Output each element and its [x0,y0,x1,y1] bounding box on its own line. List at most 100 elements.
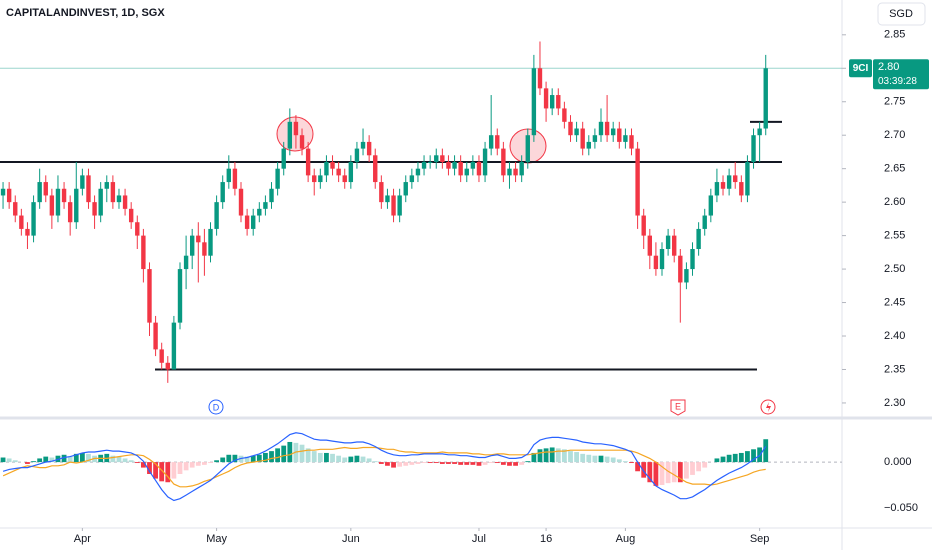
macd-histogram-bar [537,449,543,463]
candle-body [348,161,354,183]
candle-body [659,249,665,270]
dividend-icon[interactable] [208,399,224,415]
candle-body [55,188,61,216]
candle-body [122,195,128,209]
candle-body [464,168,469,176]
candle-body [6,188,12,203]
dividend-letter: D [213,402,220,412]
candle-body [104,182,109,189]
candle-body [476,161,482,176]
macd-histogram-bar [324,452,329,463]
macd-histogram-bar [543,448,549,463]
macd-histogram-bar [616,459,622,463]
candle-body [415,168,421,176]
candle-body [458,161,463,176]
candle-body [354,148,360,162]
x-tick-label: Apr [74,533,91,545]
candle-body [446,161,451,169]
candle-body [110,182,116,203]
candle-body [232,168,238,189]
macd-histogram-bar [317,452,323,463]
candle-body [617,128,622,142]
candle-body [80,175,85,189]
macd-histogram-bar [189,462,195,468]
candle-body [177,269,183,323]
y-tick-label: 2.85 [884,29,905,41]
candle-body [495,135,500,149]
candle-body [379,182,384,203]
candle-body [568,121,573,136]
earnings-icon[interactable] [670,399,686,416]
macd-histogram-bar [299,444,305,463]
candle-body [574,128,579,136]
macd-histogram-bar [336,455,342,463]
macd-histogram-bar [653,462,659,486]
macd-histogram-bar [391,462,396,468]
macd-histogram-bar [421,462,427,464]
candle-body [629,135,634,149]
macd-histogram-bar [354,455,360,463]
candle-body [580,128,585,149]
candle-body [336,168,341,176]
currency-label[interactable]: SGD [889,8,913,20]
candle-body [61,188,67,203]
candle-body [299,135,305,149]
candle-body [635,148,640,216]
candle-body [556,95,561,109]
macd-histogram-bar [592,455,598,463]
macd-histogram-bar [586,454,592,463]
candle-body [763,68,768,129]
candle-body [226,168,232,183]
macd-histogram-bar [134,462,140,464]
candle-body [92,202,97,216]
macd-histogram-bar [195,462,201,466]
macd-histogram-bar [641,462,647,478]
candle-body [49,195,55,216]
symbol-title: CAPITALANDINVEST, 1D, SGX [6,7,165,19]
macd-histogram-bar [629,462,634,464]
macd-histogram-bar [226,454,232,463]
x-tick-label: May [206,533,227,545]
macd-histogram-bar [275,448,281,463]
candle-body [513,168,518,176]
macd-histogram-bar [604,456,610,463]
price-badge [873,59,929,90]
macd-histogram-bar [250,455,256,463]
macd-histogram-bar [25,462,30,464]
candle-body [421,161,427,169]
x-tick-label: Sep [750,533,770,545]
x-tick-label: 16 [540,533,552,545]
candle-body [86,175,91,203]
macd-histogram-bar [482,462,488,465]
macd-histogram-bar [86,453,91,463]
candle-body [653,255,659,270]
macd-histogram-bar [140,462,146,468]
macd-histogram-bar [43,456,49,463]
candle-body [690,249,695,270]
macd-histogram-bar [171,462,177,479]
candle-body [739,182,744,196]
candle-body [373,155,378,183]
candle-body [25,228,30,236]
candle-body [403,182,408,196]
candle-body [427,161,433,163]
candle-body [604,121,610,136]
candle-body [293,121,299,136]
macd-histogram-bar [244,456,250,463]
candle-body [305,148,311,176]
macd-histogram-bar [183,462,189,471]
macd-histogram-bar [12,460,18,463]
y-tick-label: 2.50 [884,263,905,275]
macd-histogram-bar [61,454,67,463]
candle-body [183,255,189,270]
y-tick-label: 2.30 [884,397,905,409]
macd-histogram-bar [677,462,683,483]
candle-body [257,208,262,216]
candle-body [751,135,756,162]
macd-histogram-bar [476,462,482,466]
candle-body [67,202,73,223]
currency-button[interactable] [877,2,926,26]
macd-histogram-bar [488,462,494,464]
macd-histogram-bar [415,462,421,464]
